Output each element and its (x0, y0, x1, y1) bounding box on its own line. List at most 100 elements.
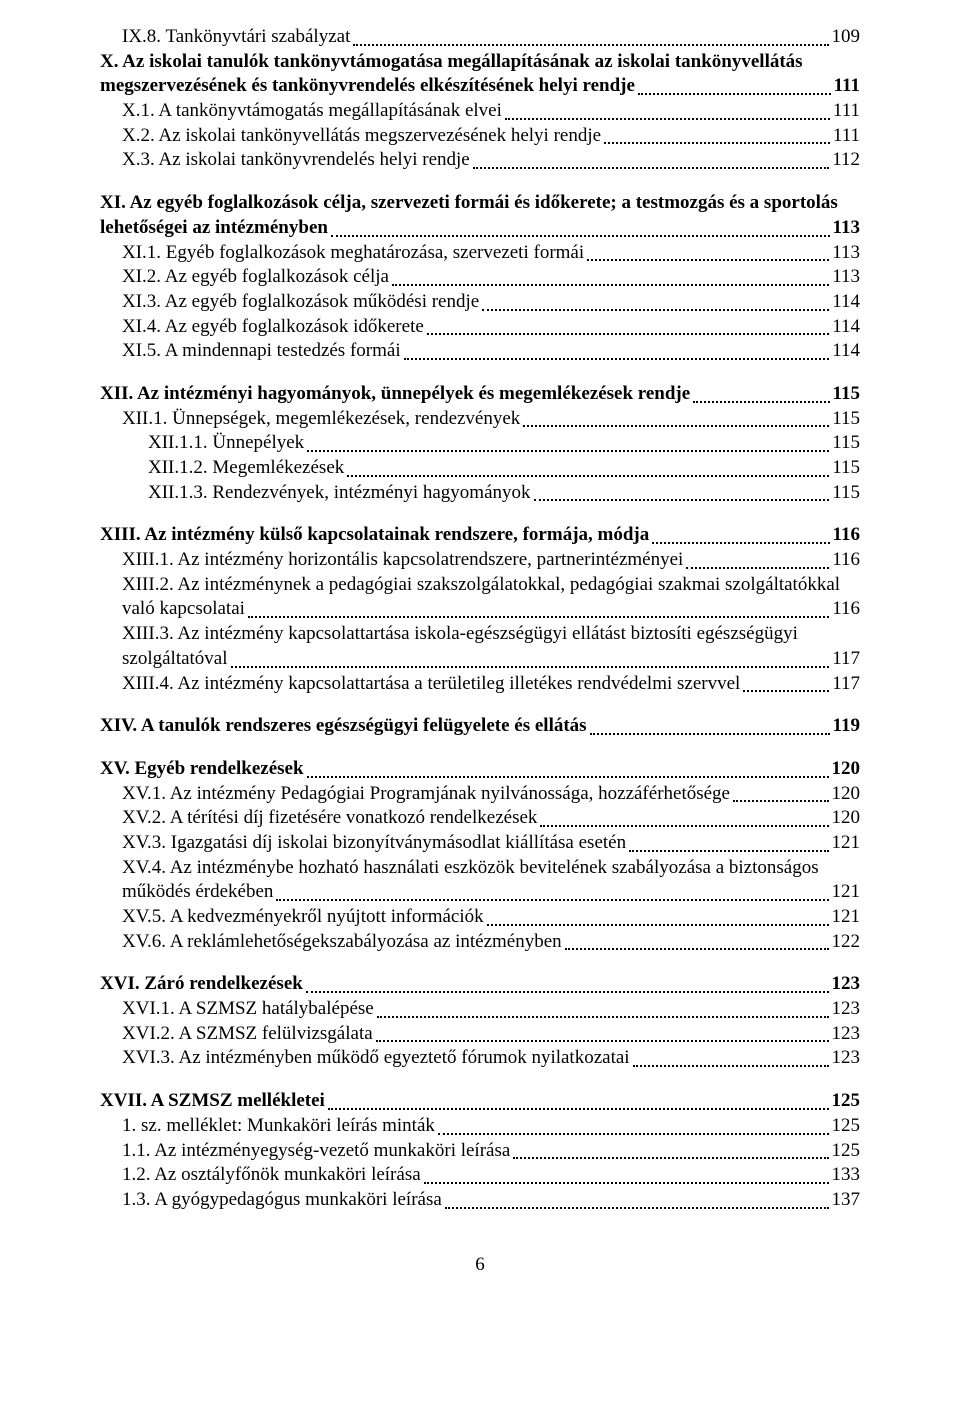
toc-page-number: 122 (832, 930, 861, 955)
leader-dots (306, 974, 829, 993)
toc-entry: XV.6. A reklámlehetőségekszabályozása az… (100, 930, 860, 955)
toc-entry-label: XI.3. Az egyéb foglalkozások működési re… (122, 290, 479, 315)
toc-entry-label: működés érdekében (122, 880, 273, 905)
toc-entry-label: XV.6. A reklámlehetőségekszabályozása az… (122, 930, 562, 955)
toc-page-number: 123 (832, 997, 861, 1022)
toc-entry: XV.1. Az intézmény Pedagógiai Programján… (100, 782, 860, 807)
toc-entry: XI.3. Az egyéb foglalkozások működési re… (100, 290, 860, 315)
toc-entry-label: XI.2. Az egyéb foglalkozások célja (122, 265, 389, 290)
toc-entry-label: XIII.4. Az intézmény kapcsolattartása a … (122, 672, 740, 697)
leader-dots (482, 291, 829, 310)
toc-entry-label: XV.5. A kedvezményekről nyújtott informá… (122, 905, 484, 930)
leader-dots (513, 1140, 828, 1159)
leader-dots (629, 833, 828, 852)
toc-entry: XVI.1. A SZMSZ hatálybalépése123 (100, 997, 860, 1022)
toc-entry-label: XI.4. Az egyéb foglalkozások időkerete (122, 315, 424, 340)
toc-page-number: 113 (832, 265, 860, 290)
toc-entry-label: 1.1. Az intézményegység-vezető munkaköri… (122, 1139, 510, 1164)
leader-dots (487, 907, 829, 926)
toc-entry-label: XIII. Az intézmény külső kapcsolatainak … (100, 523, 649, 548)
toc-page-number: 133 (832, 1163, 861, 1188)
leader-dots (307, 433, 829, 452)
toc-page-number: 119 (833, 714, 860, 739)
toc-entry-lastline: lehetőségei az intézményben 113 (100, 216, 860, 241)
toc-entry-label: XV.3. Igazgatási díj iskolai bizonyítván… (122, 831, 626, 856)
leader-dots (523, 408, 829, 427)
toc-page-number: 117 (832, 647, 860, 672)
toc-entry: 1. sz. melléklet: Munkaköri leírás mintá… (100, 1114, 860, 1139)
toc-page-number: 120 (832, 757, 861, 782)
toc-entry: XII.1. Ünnepségek, megemlékezések, rende… (100, 407, 860, 432)
toc-entry: XII.1.1. Ünnepélyek115 (100, 431, 860, 456)
toc-entry-label: szolgáltatóval (122, 647, 228, 672)
leader-dots (377, 999, 829, 1018)
leader-dots (307, 758, 829, 777)
toc-entry-lastline: megszervezésének és tankönyvrendelés elk… (100, 74, 860, 99)
toc-entry: XV.2. A térítési díj fizetésére vonatkoz… (100, 806, 860, 831)
toc-block: XII. Az intézményi hagyományok, ünnepély… (100, 382, 860, 505)
toc-entry-text: XV.4. Az intézménybe hozható használati … (122, 856, 860, 881)
toc-page-number: 120 (832, 782, 861, 807)
leader-dots (505, 101, 830, 120)
leader-dots (652, 525, 829, 544)
toc-entry: XV.5. A kedvezményekről nyújtott informá… (100, 905, 860, 930)
toc-page-number: 109 (832, 25, 861, 50)
toc-page-number: 120 (832, 806, 861, 831)
toc-entry: XVII. A SZMSZ mellékletei125 (100, 1089, 860, 1114)
toc-entry: XI. Az egyéb foglalkozások célja, szerve… (100, 191, 860, 240)
toc-entry-label: XVI. Záró rendelkezések (100, 972, 303, 997)
toc-page-number: 121 (832, 905, 861, 930)
leader-dots (231, 648, 830, 667)
toc-entry-label: XI.1. Egyéb foglalkozások meghatározása,… (122, 241, 584, 266)
toc-entry-lastline: működés érdekében121 (122, 880, 860, 905)
toc-entry: XI.4. Az egyéb foglalkozások időkerete11… (100, 315, 860, 340)
leader-dots (587, 242, 829, 261)
toc-page-number: 114 (832, 339, 860, 364)
toc-page-number: 117 (832, 672, 860, 697)
leader-dots (604, 125, 830, 144)
toc-entry-label: X.3. Az iskolai tankönyvrendelés helyi r… (122, 148, 470, 173)
leader-dots (473, 150, 829, 169)
toc-entry: XI.5. A mindennapi testedzés formái114 (100, 339, 860, 364)
toc-entry-lastline: való kapcsolatai116 (122, 597, 860, 622)
toc-page-number: 125 (832, 1139, 861, 1164)
toc-entry: XIV. A tanulók rendszeres egészségügyi f… (100, 714, 860, 739)
toc-page-number: 113 (832, 241, 860, 266)
toc-entry-label: 1.3. A gyógypedagógus munkaköri leírása (122, 1188, 442, 1213)
leader-dots (424, 1165, 829, 1184)
toc-entry: XIII.4. Az intézmény kapcsolattartása a … (100, 672, 860, 697)
leader-dots (404, 341, 830, 360)
toc-page-number: 113 (833, 216, 860, 241)
leader-dots (590, 716, 830, 735)
toc-entry-label: XII. Az intézményi hagyományok, ünnepély… (100, 382, 690, 407)
toc-entry-label: XV.1. Az intézmény Pedagógiai Programján… (122, 782, 730, 807)
leader-dots (693, 384, 829, 403)
leader-dots (445, 1189, 829, 1208)
toc-page-number: 111 (833, 124, 860, 149)
toc-page-number: 111 (833, 99, 860, 124)
toc-entry-label: XV.2. A térítési díj fizetésére vonatkoz… (122, 806, 537, 831)
toc-entry: XV.3. Igazgatási díj iskolai bizonyítván… (100, 831, 860, 856)
toc-entry-label: lehetőségei az intézményben (100, 216, 328, 241)
toc-entry: X.1. A tankönyvtámogatás megállapításána… (100, 99, 860, 124)
toc-entry: XII. Az intézményi hagyományok, ünnepély… (100, 382, 860, 407)
toc-page-number: 116 (832, 597, 860, 622)
toc-page-number: 116 (832, 548, 860, 573)
toc-page: IX.8. Tankönyvtári szabályzat109X. Az is… (0, 0, 960, 1317)
leader-dots (376, 1023, 829, 1042)
toc-entry: XIII.3. Az intézmény kapcsolattartása is… (100, 622, 860, 671)
toc-page-number: 115 (832, 407, 860, 432)
toc-entry-text: XIII.3. Az intézmény kapcsolattartása is… (122, 622, 860, 647)
toc-block: XVI. Záró rendelkezések123XVI.1. A SZMSZ… (100, 972, 860, 1071)
toc-entry: XVI.3. Az intézményben működő egyeztető … (100, 1046, 860, 1071)
toc-entry: XVI. Záró rendelkezések123 (100, 972, 860, 997)
leader-dots (331, 217, 830, 236)
page-number-footer: 6 (100, 1253, 860, 1278)
toc-entry-label: X.1. A tankönyvtámogatás megállapításána… (122, 99, 502, 124)
toc-block: IX.8. Tankönyvtári szabályzat109X. Az is… (100, 25, 860, 173)
toc-entry: XV.4. Az intézménybe hozható használati … (100, 856, 860, 905)
toc-entry: X. Az iskolai tanulók tankönyvtámogatása… (100, 50, 860, 99)
leader-dots (328, 1091, 829, 1110)
toc-entry: XI.1. Egyéb foglalkozások meghatározása,… (100, 241, 860, 266)
toc-entry-label: XV. Egyéb rendelkezések (100, 757, 304, 782)
